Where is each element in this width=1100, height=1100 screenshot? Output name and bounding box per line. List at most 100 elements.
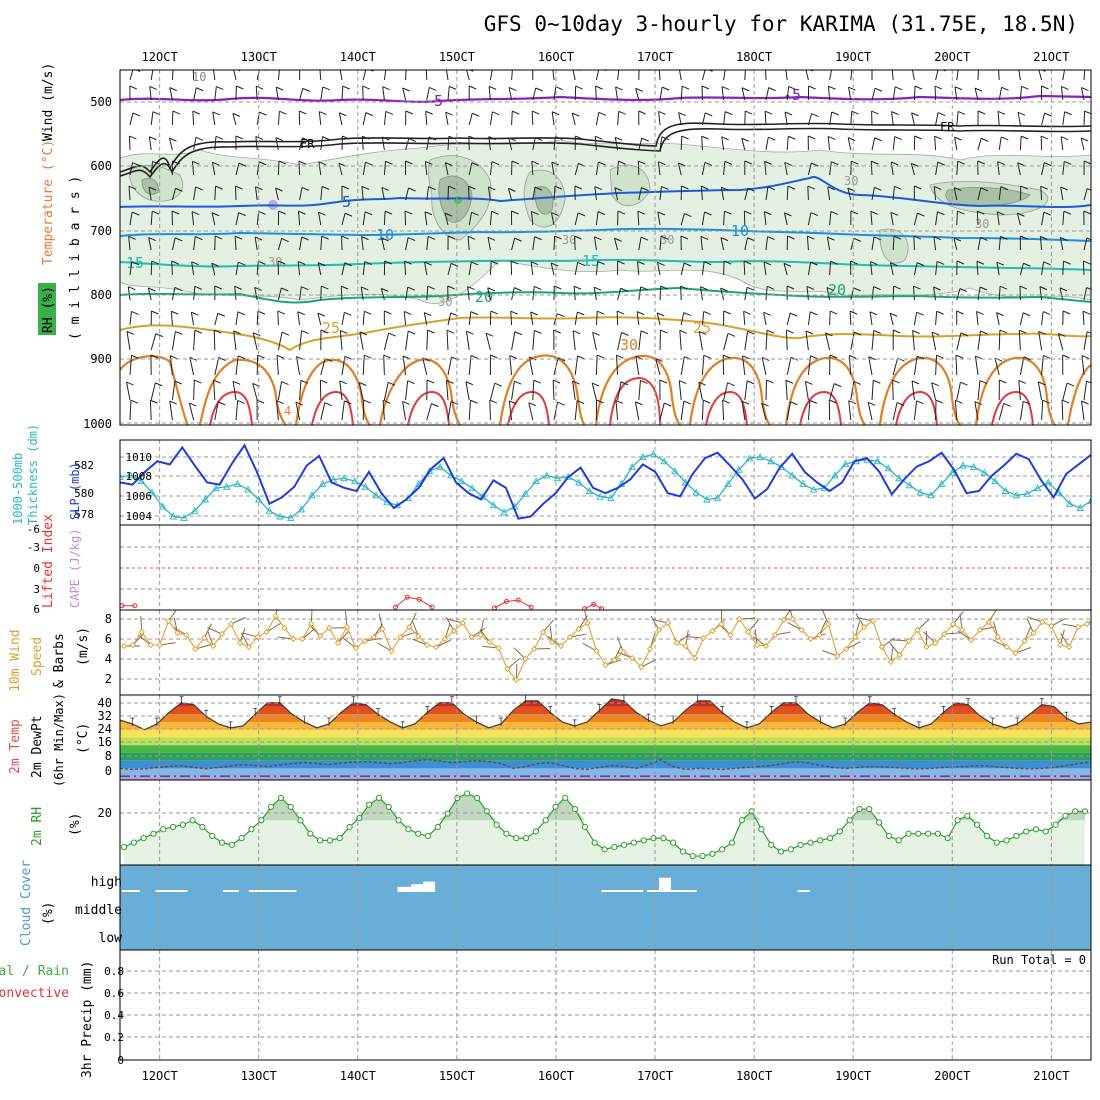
rh2m-point — [768, 841, 775, 848]
upper-air-barb-flag — [364, 261, 372, 266]
upper-air-barb-flag — [276, 400, 284, 405]
upper-air-barb — [489, 383, 496, 401]
upper-air-barb — [680, 401, 685, 421]
wind10m-point — [263, 628, 270, 636]
upper-air-barb — [381, 237, 385, 251]
rh2m-point — [571, 805, 579, 813]
upper-air-barb-flag — [551, 161, 560, 166]
slp-series — [120, 443, 1091, 520]
upper-air-barb-flag — [960, 381, 968, 386]
upper-air-barb-flag — [277, 310, 286, 315]
upper-air-barb-flag — [784, 111, 793, 116]
temp-band — [120, 722, 1091, 730]
thickness-point — [297, 505, 306, 513]
upper-air-barb-flag — [425, 161, 433, 165]
upper-air-barb — [934, 86, 937, 101]
upper-air-barb-flag — [427, 235, 436, 240]
upper-air-barb — [426, 136, 430, 151]
rh2m-point — [415, 830, 422, 837]
thickness-point — [158, 502, 167, 510]
wind10m-point — [290, 635, 297, 643]
upper-air-barb-flag — [382, 136, 390, 141]
upper-air-barb — [617, 111, 620, 126]
rh2m-point — [120, 844, 128, 851]
upper-air-barb — [595, 112, 600, 126]
upper-air-barb-flag — [872, 66, 879, 69]
thickness-point — [927, 491, 935, 499]
upper-air-barb — [871, 380, 874, 401]
upper-air-barb-flag — [746, 286, 755, 291]
upper-air-barb — [761, 357, 767, 376]
upper-air-barb — [807, 311, 811, 326]
wind10m-barb — [542, 619, 554, 633]
wind10m-barb — [266, 623, 281, 633]
axis-label-rh2m-units: (%) — [68, 813, 83, 836]
upper-air-barb-flag — [407, 286, 415, 291]
upper-air-barb-flag — [916, 262, 925, 267]
temp2m-tick: 8 — [105, 749, 112, 763]
upper-air-barb — [382, 400, 385, 421]
upper-air-barb-flag — [933, 236, 942, 241]
upper-air-barb-flag — [557, 313, 565, 317]
upper-air-barb — [447, 136, 450, 151]
upper-air-barb — [1083, 287, 1088, 301]
upper-air-barb-flag — [1020, 235, 1028, 240]
upper-air-barb-flag — [680, 235, 689, 240]
upper-air-barb — [572, 381, 576, 401]
wind10m-point — [932, 639, 939, 647]
rh2m-point — [875, 819, 883, 826]
upper-air-barb — [658, 70, 661, 81]
upper-air-barb-flag — [278, 160, 287, 165]
upper-air-barb — [744, 70, 746, 81]
upper-air-barb — [511, 70, 513, 81]
upper-air-barb-flag — [700, 236, 709, 240]
upper-air-barb — [1019, 86, 1023, 101]
upper-air-barb — [638, 330, 642, 351]
upper-air-barb — [339, 380, 343, 401]
upper-air-barb-flag — [731, 70, 733, 71]
upper-air-barb — [298, 211, 301, 226]
rh2m-point — [405, 826, 412, 833]
upper-air-barb-flag — [557, 401, 565, 406]
upper-air-barb-flag — [339, 380, 347, 385]
upper-air-barb-flag — [572, 330, 581, 335]
thickness-point — [1065, 499, 1074, 507]
rh2m-point — [493, 821, 500, 828]
upper-air-barb — [723, 70, 726, 81]
upper-air-barb — [783, 212, 788, 226]
upper-air-barb — [807, 113, 813, 126]
upper-air-barb-flag — [723, 310, 731, 315]
thickness-point — [735, 465, 743, 473]
upper-air-barb — [467, 286, 470, 301]
upper-air-barb-flag — [964, 70, 966, 71]
axis-label-barbs: & Barbs — [52, 633, 67, 688]
lifted-index-point — [515, 597, 521, 603]
upper-air-barb — [129, 212, 133, 226]
rh2m-point — [1062, 812, 1069, 819]
upper-air-barb-flag — [827, 186, 835, 191]
wind10m-barb — [138, 634, 152, 646]
wind10m-point — [245, 643, 252, 651]
cloud-level-label: middle — [75, 903, 122, 918]
upper-air-barb-flag — [1017, 212, 1025, 217]
upper-air-barb — [889, 262, 894, 276]
upper-air-barb-flag — [889, 312, 898, 317]
upper-air-barb-flag — [978, 66, 985, 69]
upper-air-barb-flag — [216, 86, 224, 91]
upper-air-barb — [362, 355, 365, 376]
upper-air-barb — [1039, 286, 1043, 301]
thickness-point — [1012, 491, 1021, 499]
wind10m-barb — [173, 617, 178, 634]
upper-air-barb-flag — [789, 312, 798, 317]
thickness-point — [575, 478, 583, 486]
upper-air-barb-flag — [896, 402, 905, 406]
upper-air-barb-flag — [913, 235, 922, 240]
upper-air-barb-flag — [595, 135, 603, 140]
upper-air-barb-flag — [369, 70, 374, 72]
upper-air-barb — [826, 287, 831, 301]
rh2m-point — [905, 830, 912, 837]
upper-air-barb-flag — [1040, 185, 1048, 190]
upper-air-barb-flag — [131, 311, 139, 315]
upper-air-barb-flag — [890, 211, 899, 216]
date-label: 13OCT — [241, 50, 277, 64]
